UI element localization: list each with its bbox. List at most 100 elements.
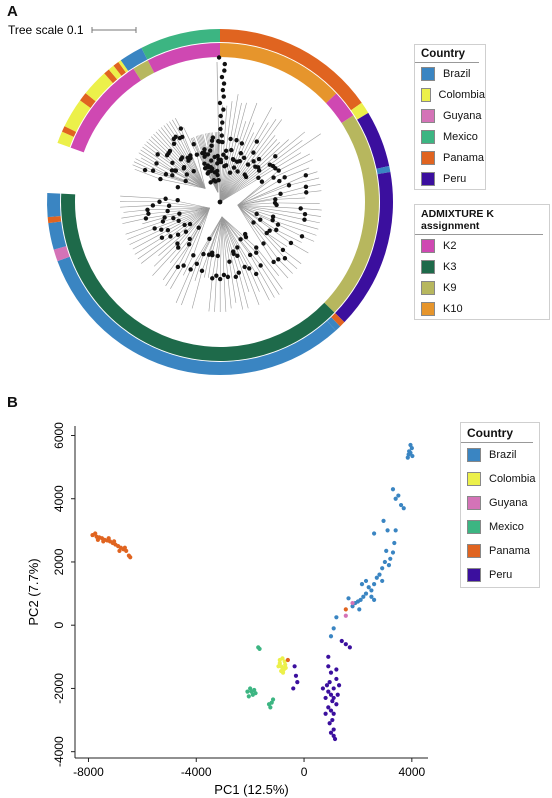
legend-item-brazil: Brazil	[461, 443, 539, 467]
y-tick-label: -2000	[52, 673, 66, 704]
point-brazil	[350, 604, 355, 609]
point-peru	[291, 686, 296, 691]
legend-swatch	[421, 129, 435, 144]
series-brazil	[328, 442, 415, 639]
legend-label: Mexico	[443, 130, 478, 143]
point-peru	[336, 683, 342, 688]
point-panama	[106, 536, 111, 541]
point-peru	[328, 730, 334, 735]
point-peru	[328, 670, 334, 675]
y-tick-label: 0	[52, 622, 66, 629]
panel-b-letter: B	[7, 394, 18, 411]
country-ring-segment	[80, 93, 96, 108]
point-mexico	[253, 691, 258, 696]
point-peru	[327, 721, 332, 726]
point-peru	[339, 638, 344, 644]
point-peru	[334, 667, 339, 672]
point-peru	[292, 664, 297, 669]
point-brazil	[363, 578, 369, 584]
point-brazil	[372, 581, 377, 587]
legend-label: K9	[443, 281, 457, 294]
point-peru	[327, 680, 332, 685]
legend-item-guyana: Guyana	[461, 491, 539, 515]
point-colombia	[277, 661, 282, 666]
legend-swatch	[421, 238, 435, 253]
y-tick-label: 6000	[52, 422, 66, 449]
pca-axes: -8000 -4000 0 4000 -4000 -2000 0 2000 4000 6000	[52, 422, 428, 779]
point-panama	[285, 657, 290, 663]
legend-label: Colombia	[438, 88, 485, 101]
point-peru	[326, 664, 331, 669]
country-ring-segment	[64, 100, 91, 132]
country-ring-segment	[357, 112, 390, 169]
legend-label: Peru	[489, 569, 513, 581]
point-brazil	[369, 588, 374, 593]
country-ring-segment	[220, 29, 362, 111]
country-ring-segment	[57, 131, 74, 148]
point-brazil	[405, 455, 410, 460]
point-peru	[330, 717, 335, 723]
point-peru	[326, 654, 331, 659]
country-ring-segment	[53, 246, 70, 262]
series-mexico	[245, 645, 276, 710]
legend-swatch	[467, 448, 481, 462]
point-peru	[324, 683, 330, 688]
country-ring-segment	[85, 73, 113, 102]
legend-label: K10	[443, 302, 463, 315]
legend-swatch	[421, 108, 435, 123]
point-mexico	[268, 705, 273, 710]
legend-label: Panama	[489, 545, 530, 557]
legend-label: Guyana	[489, 497, 528, 509]
k-ring-segment	[70, 68, 142, 153]
point-brazil	[398, 502, 404, 508]
point-brazil	[401, 506, 406, 511]
legend-label: Brazil	[489, 449, 517, 461]
legend-item-mexico: Mexico	[415, 126, 485, 147]
legend-swatch	[421, 150, 435, 165]
point-brazil	[334, 615, 339, 620]
k-ring-segment	[60, 193, 335, 361]
legend-swatch	[421, 87, 431, 102]
point-peru	[323, 695, 328, 701]
point-peru	[331, 733, 336, 738]
legend-swatch	[421, 66, 435, 81]
country-legend-b: Country Brazil Colombia Guyana Mexico Panama…	[460, 422, 540, 588]
point-brazil	[393, 496, 398, 501]
point-brazil	[372, 597, 377, 603]
legend-label: K3	[443, 260, 457, 273]
point-brazil	[369, 594, 374, 599]
point-peru	[328, 708, 334, 713]
point-brazil	[381, 518, 386, 523]
legend-swatch	[467, 472, 481, 486]
legend-swatch	[421, 280, 435, 295]
x-axis-label: PC1 (12.5%)	[214, 782, 288, 797]
point-peru	[335, 692, 340, 697]
point-peru	[295, 680, 300, 685]
country-ring-segment	[57, 256, 336, 375]
legend-item-colombia: Colombia	[415, 84, 485, 105]
point-brazil	[357, 607, 362, 612]
point-panama	[122, 545, 127, 550]
country-ring-segment	[331, 313, 345, 327]
country-ring-segment	[61, 126, 77, 137]
point-panama	[343, 607, 348, 612]
country-ring-segment	[48, 221, 67, 250]
point-peru	[326, 689, 331, 694]
point-peru	[330, 698, 335, 704]
country-ring-segment	[113, 62, 126, 76]
point-peru	[293, 673, 299, 678]
point-peru	[331, 695, 336, 701]
legend-label: Guyana	[443, 109, 482, 122]
point-peru	[320, 686, 326, 691]
legend-swatch	[467, 568, 481, 582]
point-brazil	[396, 493, 401, 498]
point-mexico	[270, 697, 276, 702]
y-tick-label: 2000	[52, 548, 66, 575]
point-brazil	[328, 634, 334, 639]
point-brazil	[408, 450, 413, 455]
legend-title: Country	[461, 423, 533, 443]
pca-scatter-plot: -8000 -4000 0 4000 -4000 -2000 0 2000 4000 6000 P…	[26, 422, 428, 797]
point-peru	[326, 705, 331, 710]
country-legend-a: Country Brazil Colombia Guyana Mexico Panama…	[414, 44, 486, 190]
point-brazil	[388, 556, 393, 561]
